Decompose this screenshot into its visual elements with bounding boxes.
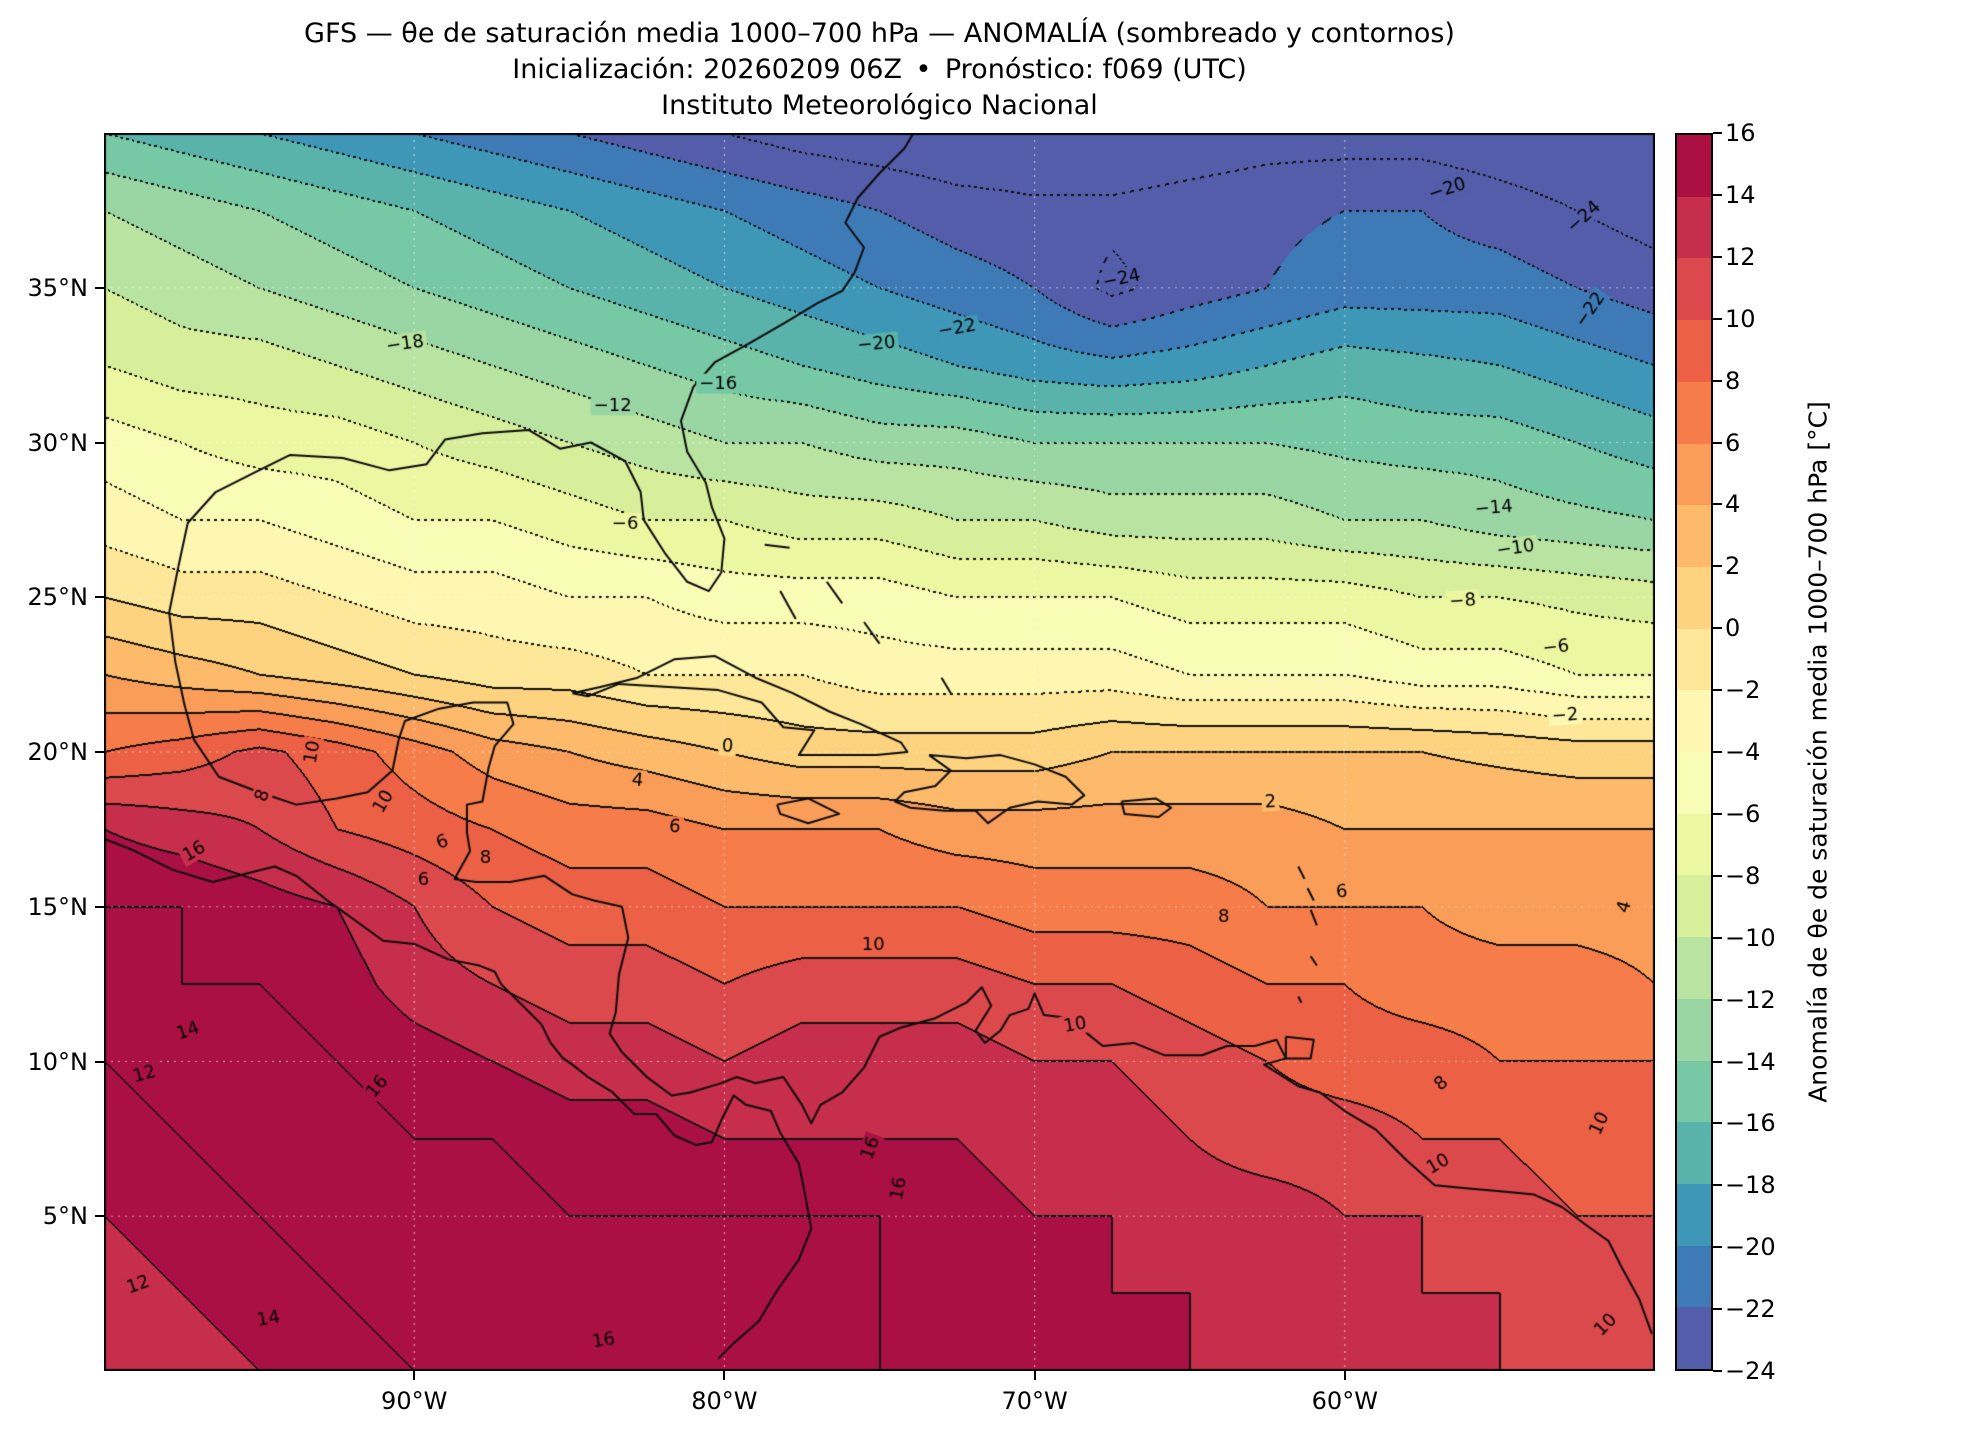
colorbar <box>1675 133 1713 1371</box>
colorbar-tick-label: 0 <box>1725 614 1741 643</box>
colorbar-tick-label: −14 <box>1725 1047 1776 1076</box>
colorbar-segment <box>1677 813 1711 876</box>
colorbar-tick-mark <box>1713 132 1722 134</box>
lon-tick-label: 80°W <box>691 1387 758 1415</box>
colorbar-segment <box>1677 381 1711 444</box>
colorbar-segment <box>1677 937 1711 999</box>
lat-tick-mark <box>95 441 104 444</box>
colorbar-segment <box>1677 505 1711 567</box>
colorbar-segment <box>1677 752 1711 814</box>
colorbar-tick-label: 12 <box>1725 242 1756 271</box>
colorbar-segment <box>1677 1122 1711 1184</box>
lat-tick-mark <box>95 905 104 908</box>
colorbar-tick-mark <box>1713 751 1722 753</box>
colorbar-tick-label: 10 <box>1725 304 1756 333</box>
lon-tick-mark <box>1033 1371 1036 1380</box>
colorbar-tick-mark <box>1713 503 1722 506</box>
colorbar-tick-mark <box>1713 441 1722 444</box>
lon-tick-label: 70°W <box>1001 1387 1068 1415</box>
colorbar-segment <box>1677 1060 1711 1123</box>
colorbar-tick-label: −16 <box>1725 1109 1776 1138</box>
colorbar-tick-label: 2 <box>1725 552 1741 581</box>
lat-tick-label: 5°N <box>42 1202 88 1231</box>
lon-tick-mark <box>723 1371 726 1380</box>
lat-tick-mark <box>95 751 104 753</box>
colorbar-tick-label: 4 <box>1725 490 1741 519</box>
colorbar-tick-mark <box>1713 627 1722 630</box>
lat-tick-mark <box>95 1060 104 1063</box>
lat-tick-label: 25°N <box>27 583 89 612</box>
colorbar-tick-mark <box>1713 1370 1722 1372</box>
colorbar-tick-mark <box>1713 379 1722 382</box>
colorbar-segment <box>1677 320 1711 382</box>
colorbar-tick-label: 8 <box>1725 366 1741 395</box>
lon-tick-mark <box>1343 1371 1346 1380</box>
colorbar-segment <box>1677 258 1711 321</box>
colorbar-segment <box>1677 1183 1711 1246</box>
chart-subtitle: Inicialización: 20260209 06Z • Pronóstic… <box>512 54 1247 85</box>
colorbar-segment <box>1677 135 1711 197</box>
colorbar-segment <box>1677 628 1711 691</box>
colorbar-segment <box>1677 196 1711 259</box>
colorbar-axis-label: Anomalía de θe de saturación media 1000–… <box>1803 401 1833 1103</box>
chart-title: GFS — θe de saturación media 1000–700 hP… <box>304 18 1455 49</box>
colorbar-tick-label: −2 <box>1725 676 1761 705</box>
colorbar-tick-mark <box>1713 1122 1722 1125</box>
lat-tick-label: 35°N <box>27 273 89 302</box>
colorbar-tick-label: −24 <box>1725 1357 1776 1385</box>
colorbar-segment <box>1677 566 1711 629</box>
colorbar-tick-label: −10 <box>1725 923 1776 952</box>
colorbar-tick-mark <box>1713 255 1722 258</box>
colorbar-tick-label: 6 <box>1725 428 1741 457</box>
colorbar-tick-mark <box>1713 1246 1722 1249</box>
lat-tick-mark <box>95 286 104 289</box>
lat-tick-mark <box>95 596 104 599</box>
colorbar-tick-mark <box>1713 689 1722 692</box>
colorbar-tick-mark <box>1713 874 1722 877</box>
lat-tick-label: 20°N <box>27 738 89 766</box>
colorbar-tick-mark <box>1713 936 1722 939</box>
anomaly-map-canvas <box>104 133 1655 1371</box>
colorbar-tick-label: −12 <box>1725 985 1776 1014</box>
lat-tick-label: 10°N <box>27 1047 89 1076</box>
colorbar-tick-label: 14 <box>1725 180 1756 209</box>
colorbar-tick-mark <box>1713 193 1722 196</box>
colorbar-tick-mark <box>1713 1308 1722 1311</box>
lon-tick-label: 90°W <box>381 1387 448 1415</box>
chart-institution: Instituto Meteorológico Nacional <box>661 90 1098 121</box>
colorbar-tick-mark <box>1713 565 1722 568</box>
colorbar-segment <box>1677 443 1711 506</box>
colorbar-tick-label: −22 <box>1725 1295 1776 1324</box>
lat-tick-label: 30°N <box>27 428 89 457</box>
colorbar-tick-label: −20 <box>1725 1233 1776 1262</box>
lat-tick-label: 15°N <box>27 892 89 921</box>
chart-header: GFS — θe de saturación media 1000–700 hP… <box>104 16 1655 124</box>
colorbar-tick-label: 16 <box>1725 119 1756 147</box>
colorbar-tick-label: −18 <box>1725 1171 1776 1200</box>
colorbar-tick-mark <box>1713 1060 1722 1063</box>
colorbar-tick-label: −4 <box>1725 738 1761 766</box>
lon-tick-mark <box>413 1371 416 1380</box>
colorbar-segment <box>1677 690 1711 753</box>
colorbar-tick-label: −6 <box>1725 799 1761 828</box>
colorbar-segment <box>1677 875 1711 938</box>
colorbar-tick-label: −8 <box>1725 861 1761 890</box>
colorbar-tick-mark <box>1713 317 1722 320</box>
colorbar-segment <box>1677 998 1711 1061</box>
colorbar-segment <box>1677 1245 1711 1308</box>
lat-tick-mark <box>95 1215 104 1218</box>
colorbar-tick-mark <box>1713 1184 1722 1187</box>
lon-tick-label: 60°W <box>1311 1387 1378 1415</box>
colorbar-tick-mark <box>1713 998 1722 1001</box>
colorbar-tick-mark <box>1713 812 1722 815</box>
colorbar-segment <box>1677 1307 1711 1370</box>
